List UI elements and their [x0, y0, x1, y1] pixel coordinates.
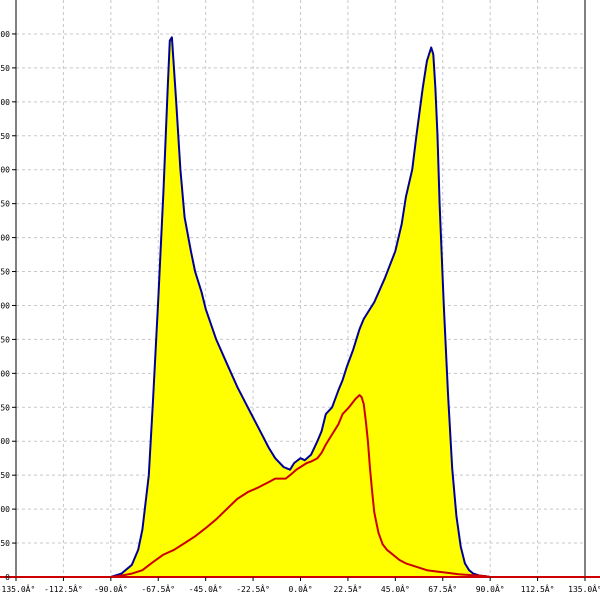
x-tick-label: -67.5Â° — [141, 583, 175, 594]
y-tick-label: 550 — [0, 200, 10, 209]
y-tick-label: 800 — [0, 30, 10, 39]
y-tick-label: 450 — [0, 268, 10, 277]
y-tick-label: 600 — [0, 166, 10, 175]
series-0-line — [110, 36, 491, 578]
series-1-line — [16, 394, 585, 578]
y-tick-label: 350 — [0, 335, 10, 344]
series-layer — [16, 36, 585, 578]
x-tick-label: 90.0Â° — [476, 583, 505, 594]
y-tick-label: 400 — [0, 301, 10, 310]
x-tick-label: 0.0Â° — [288, 583, 312, 594]
y-tick-label: 500 — [0, 234, 10, 243]
y-tick-label: 100 — [0, 505, 10, 514]
x-tick-label: -112.5Â° — [44, 583, 83, 594]
x-tick-label: 135.0Â° — [568, 583, 600, 594]
y-tick-label: 50 — [0, 539, 10, 548]
gridlines — [16, 0, 585, 577]
x-axis-ticks: -135.0Â° -112.5Â° -90.0Â° -67.5Â° -45.0Â° -22… — [0, 577, 600, 594]
x-tick-label: 22.5Â° — [333, 583, 362, 594]
y-tick-label: 750 — [0, 64, 10, 73]
x-tick-label: 67.5Â° — [428, 583, 457, 594]
series-0-area — [110, 37, 491, 578]
y-tick-label: 200 — [0, 437, 10, 446]
y-tick-label: 250 — [0, 403, 10, 412]
y-tick-label: 700 — [0, 98, 10, 107]
y-tick-label: 300 — [0, 369, 10, 378]
y-tick-label: 650 — [0, 132, 10, 141]
x-tick-label: -45.0Â° — [189, 583, 223, 594]
x-tick-label: -135.0Â° — [0, 583, 35, 594]
x-tick-label: 112.5Â° — [521, 583, 555, 594]
y-axis-ticks: 50 100 150 200 250 300 350 400 450 500 550 600 650 70… — [0, 30, 16, 582]
x-tick-label: 45.0Â° — [381, 583, 410, 594]
x-tick-label: -22.5Â° — [236, 583, 270, 594]
x-tick-label: -90.0Â° — [94, 583, 128, 594]
y-tick-label: 0 — [5, 573, 10, 582]
y-tick-label: 150 — [0, 471, 10, 480]
